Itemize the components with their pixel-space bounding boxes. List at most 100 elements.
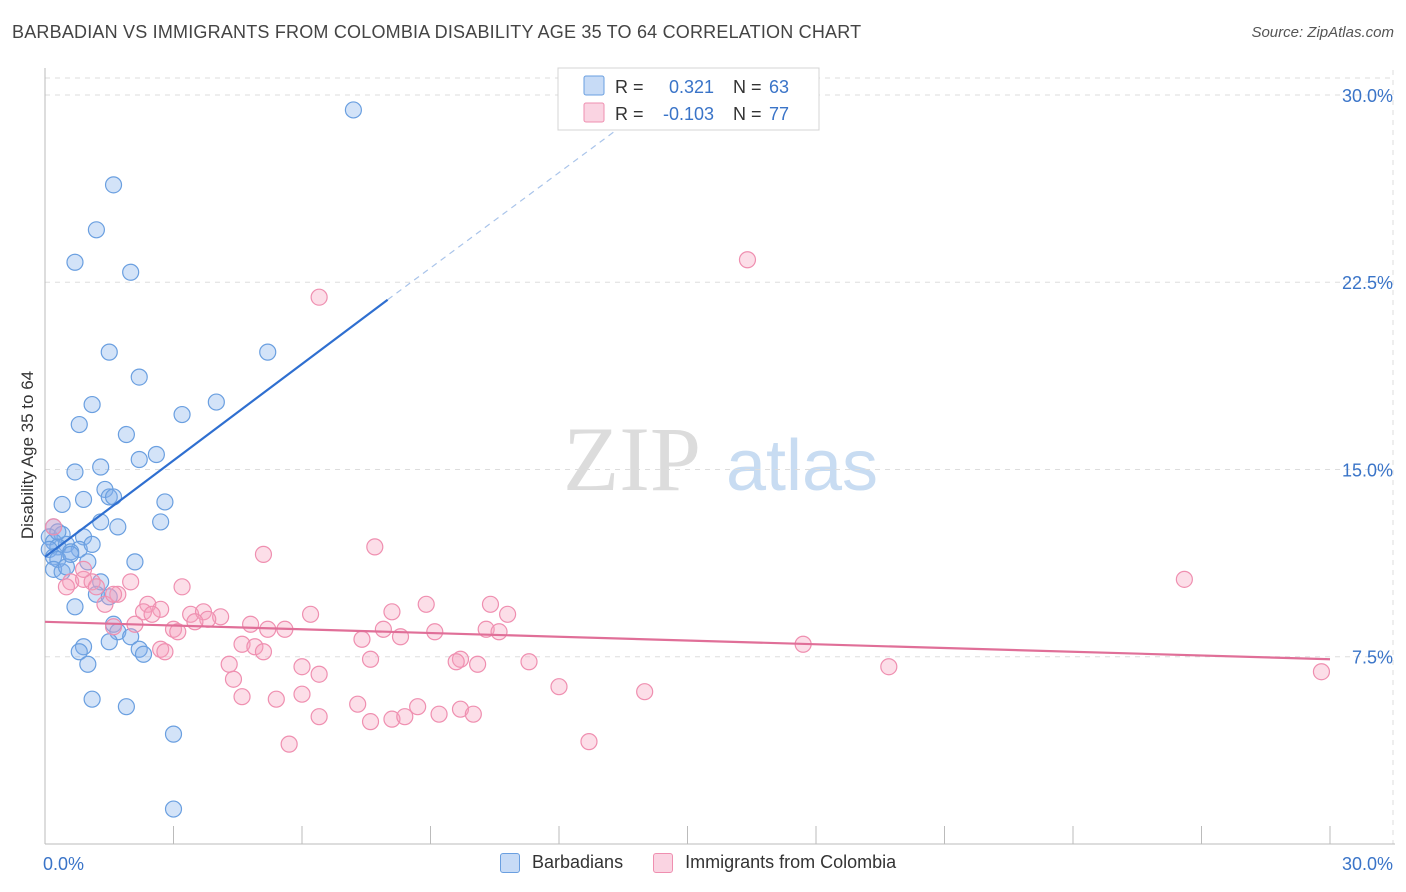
- legend-top-r-label-1: R =: [615, 77, 644, 97]
- data-point: [254, 643, 273, 661]
- data-point: [280, 735, 298, 753]
- data-point: [212, 608, 230, 626]
- data-point: [100, 343, 118, 361]
- data-point: [246, 638, 264, 656]
- data-point: [156, 643, 174, 661]
- y-tick-label: 30.0%: [1342, 86, 1393, 106]
- trend-line-barbadians: [44, 298, 389, 558]
- data-point: [66, 253, 84, 271]
- watermark: ZIP atlas: [563, 408, 878, 510]
- data-point: [430, 705, 448, 723]
- data-point: [134, 645, 153, 663]
- data-point: [66, 463, 84, 481]
- data-point: [66, 598, 84, 616]
- data-point: [147, 445, 165, 464]
- legend-top-swatch-blue: [583, 75, 605, 96]
- data-point: [117, 698, 135, 716]
- data-point: [87, 221, 106, 239]
- watermark-atlas: atlas: [726, 426, 878, 506]
- data-point: [207, 393, 225, 411]
- data-point: [104, 618, 123, 636]
- legend-top-n-value-2: 77: [769, 104, 789, 124]
- data-point: [353, 630, 371, 648]
- data-point: [122, 263, 140, 281]
- data-point: [344, 101, 362, 119]
- data-point: [383, 603, 401, 621]
- data-point: [104, 176, 123, 194]
- chart-title: BARBADIAN VS IMMIGRANTS FROM COLOMBIA DI…: [12, 22, 862, 42]
- data-point: [164, 800, 183, 818]
- legend-top-swatch-pink: [583, 102, 605, 123]
- data-point: [361, 713, 380, 731]
- data-point: [130, 368, 148, 386]
- data-point: [109, 585, 127, 603]
- data-point: [366, 538, 384, 556]
- data-point: [361, 650, 380, 668]
- y-tick-label: 22.5%: [1342, 273, 1393, 293]
- data-point: [738, 251, 757, 269]
- data-point: [499, 605, 517, 623]
- data-point: [87, 578, 106, 596]
- legend-top: R = 0.321 N = 63 R = -0.103 N = 77: [557, 67, 820, 131]
- legend-label-barbadians: Barbadians: [532, 852, 624, 872]
- data-point: [447, 653, 465, 671]
- grid: [45, 70, 1395, 844]
- data-point: [74, 490, 93, 509]
- data-point: [464, 705, 482, 723]
- data-point: [310, 665, 328, 683]
- data-point: [383, 710, 401, 728]
- data-point: [469, 655, 487, 673]
- data-point: [100, 488, 118, 506]
- y-tick-label: 15.0%: [1342, 460, 1393, 480]
- data-point: [44, 518, 63, 536]
- data-point: [220, 655, 238, 673]
- axes: 7.5% 15.0% 22.5% 30.0% 0.0% 30.0%: [43, 68, 1395, 874]
- data-point: [310, 288, 328, 306]
- trend-line-colombia: [44, 620, 1331, 661]
- legend-top-n-value-1: 63: [769, 77, 789, 97]
- data-point: [1175, 570, 1193, 588]
- data-point: [126, 553, 144, 571]
- data-point: [173, 578, 191, 596]
- data-point: [92, 458, 110, 476]
- data-point: [233, 635, 251, 653]
- data-point: [53, 495, 71, 514]
- data-point: [254, 545, 273, 563]
- data-point: [109, 518, 127, 536]
- data-point: [293, 658, 311, 676]
- data-point: [152, 600, 170, 618]
- legend-item-barbadians: Barbadians: [500, 852, 623, 873]
- legend-label-colombia: Immigrants from Colombia: [685, 852, 897, 872]
- legend-top-n-label-1: N =: [733, 77, 762, 97]
- data-point: [152, 513, 170, 531]
- trend-line-barbadians-extension: [387, 124, 624, 301]
- data-point: [233, 688, 251, 706]
- legend-top-r-value-2: -0.103: [663, 104, 714, 124]
- data-point: [374, 620, 392, 638]
- data-point: [481, 595, 500, 613]
- data-point: [70, 415, 88, 434]
- data-point: [79, 655, 97, 673]
- legend-top-r-label-2: R =: [615, 104, 644, 124]
- data-point: [100, 633, 118, 651]
- data-point: [349, 695, 367, 713]
- data-point: [259, 343, 277, 361]
- data-point: [310, 708, 328, 726]
- data-point: [74, 560, 93, 578]
- y-tick-label: 7.5%: [1352, 648, 1393, 668]
- data-point: [164, 725, 183, 743]
- data-point: [409, 698, 427, 716]
- data-point: [426, 623, 444, 641]
- data-point: [580, 733, 598, 751]
- data-point: [169, 623, 187, 641]
- legend-top-box: [557, 67, 820, 131]
- data-point: [636, 683, 654, 701]
- series-barbadians: [40, 101, 362, 818]
- legend-top-n-label-2: N =: [733, 104, 762, 124]
- data-point: [477, 620, 495, 638]
- data-point: [122, 573, 140, 591]
- data-point: [156, 493, 174, 511]
- x-tick-label: 0.0%: [43, 854, 84, 874]
- legend-item-colombia: Immigrants from Colombia: [653, 852, 896, 873]
- legend-top-r-value-1: 0.321: [669, 77, 714, 97]
